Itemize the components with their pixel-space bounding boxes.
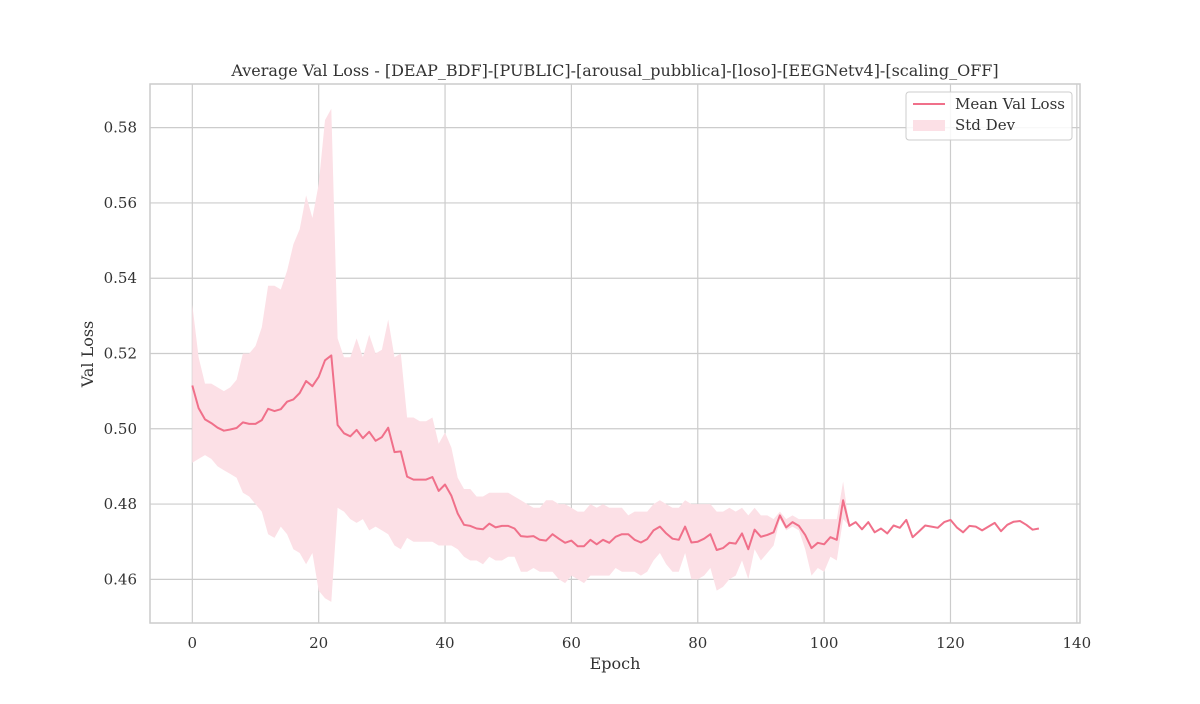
x-tick-labels: 0 20 40 60 80 100 120 140 — [188, 634, 1092, 652]
y-tick-label: 0.52 — [104, 345, 137, 363]
std-dev-band — [192, 108, 1039, 602]
legend-mean-label: Mean Val Loss — [955, 95, 1065, 113]
legend-box — [905, 91, 1073, 141]
y-tick-label: 0.56 — [104, 194, 137, 212]
x-axis-label: Epoch — [590, 654, 641, 673]
x-tick-label: 140 — [1063, 634, 1092, 652]
chart-title: Average Val Loss - [DEAP_BDF]-[PUBLIC]-[… — [230, 61, 998, 80]
legend: Mean Val Loss Std Dev — [905, 91, 1073, 141]
y-axis-label: Val Loss — [78, 321, 97, 389]
x-tick-label: 20 — [309, 634, 328, 652]
x-tick-label: 40 — [436, 634, 455, 652]
legend-std-swatch — [913, 120, 945, 131]
x-tick-label: 60 — [562, 634, 581, 652]
y-tick-label: 0.50 — [104, 420, 137, 438]
legend-std-label: Std Dev — [955, 116, 1016, 134]
mean-val-loss-line — [191, 354, 1040, 551]
plot-frame — [149, 83, 1081, 624]
x-tick-label: 100 — [810, 634, 839, 652]
y-tick-label: 0.46 — [104, 570, 137, 588]
y-tick-labels: 0.46 0.48 0.50 0.52 0.54 0.56 0.58 — [104, 119, 137, 589]
y-tick-label: 0.54 — [104, 269, 137, 287]
y-tick-label: 0.58 — [104, 119, 137, 137]
x-tick-label: 0 — [188, 634, 198, 652]
y-tick-label: 0.48 — [104, 495, 137, 513]
x-tick-label: 120 — [936, 634, 965, 652]
mean-line-layer — [191, 354, 1040, 551]
x-tick-label: 80 — [688, 634, 707, 652]
std-band-layer — [192, 108, 1039, 602]
